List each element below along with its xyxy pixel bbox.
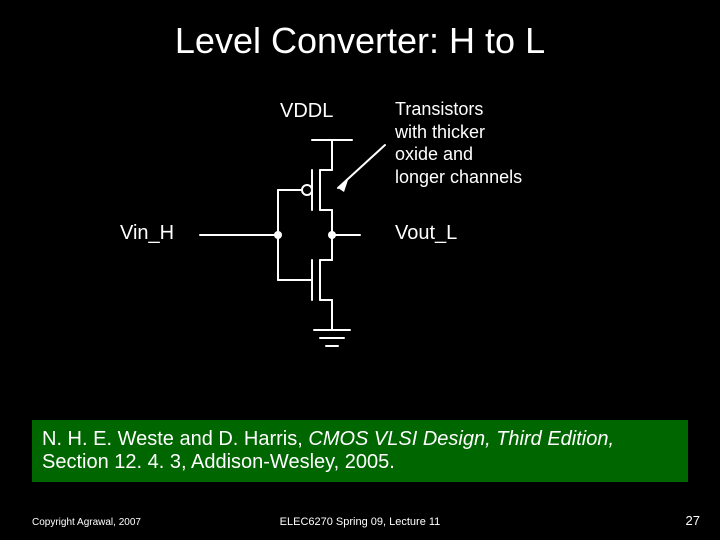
vin-label: Vin_H: [120, 222, 174, 245]
vout-label: Vout_L: [395, 222, 457, 245]
schematic-svg: [0, 90, 720, 390]
annotation-line: oxide and: [395, 143, 522, 166]
citation-authors: N. H. E. Weste and D. Harris,: [42, 428, 308, 450]
annotation-line: Transistors: [395, 98, 522, 121]
footer-course: ELEC6270 Spring 09, Lecture 11: [0, 516, 720, 528]
transistor-annotation: Transistors with thicker oxide and longe…: [395, 98, 522, 188]
citation-box: N. H. E. Weste and D. Harris, CMOS VLSI …: [32, 420, 688, 482]
slide-title: Level Converter: H to L: [0, 20, 720, 62]
annotation-line: longer channels: [395, 166, 522, 189]
annotation-line: with thicker: [395, 121, 522, 144]
vddl-label: VDDL: [280, 100, 333, 123]
circuit-diagram: VDDL Vin_H Vout_L Transistors with thick…: [0, 90, 720, 390]
footer-page-number: 27: [686, 513, 700, 528]
citation-book: CMOS VLSI Design, Third Edition,: [308, 428, 614, 450]
citation-rest: Section 12. 4. 3, Addison-Wesley, 2005.: [42, 451, 395, 473]
